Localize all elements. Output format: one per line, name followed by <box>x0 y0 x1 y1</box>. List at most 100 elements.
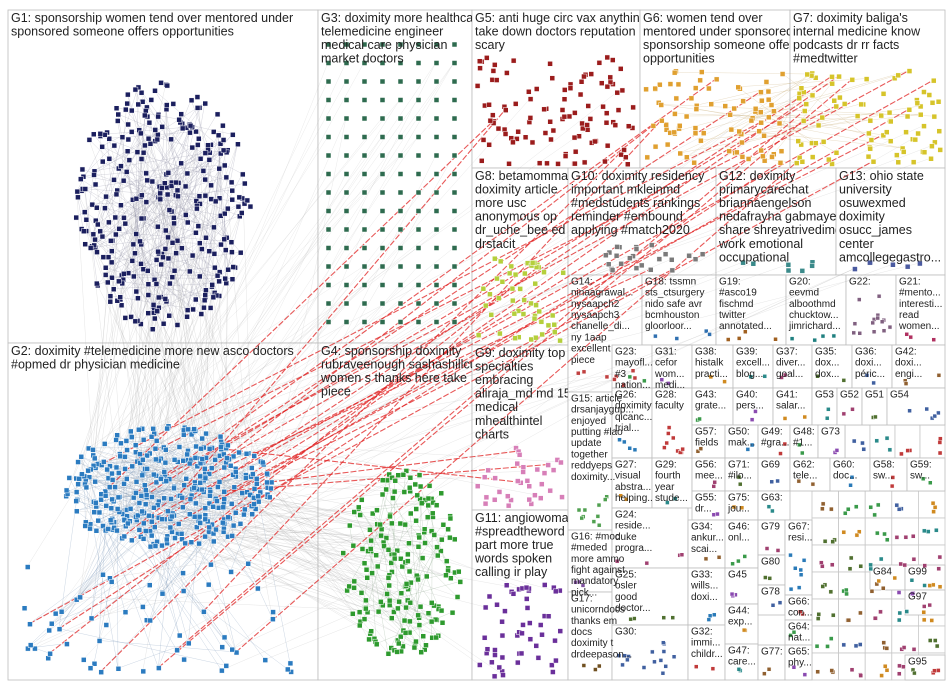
group-label: sw... <box>910 471 930 482</box>
group-label: G60: <box>833 459 855 470</box>
edge <box>80 456 119 669</box>
node <box>492 647 498 653</box>
edge <box>75 477 205 537</box>
node <box>671 654 677 660</box>
edge <box>117 120 153 307</box>
group-label: doximity article <box>475 182 558 196</box>
node <box>742 554 747 559</box>
node <box>76 476 82 482</box>
node <box>95 221 101 228</box>
node <box>73 489 80 495</box>
node <box>401 489 408 495</box>
group-label: blog... <box>736 369 763 380</box>
node <box>492 475 498 481</box>
node <box>809 154 816 160</box>
node <box>497 258 504 265</box>
node <box>158 80 164 86</box>
node <box>357 622 363 629</box>
node <box>182 183 189 190</box>
node <box>343 134 350 140</box>
node <box>423 642 429 648</box>
node <box>136 527 143 533</box>
node <box>174 647 180 654</box>
node <box>496 664 503 671</box>
node <box>165 508 171 514</box>
node <box>147 141 154 147</box>
node <box>225 514 231 521</box>
node <box>363 605 369 612</box>
node <box>800 450 805 456</box>
node <box>199 456 206 462</box>
node <box>193 296 199 303</box>
node <box>196 513 203 520</box>
node <box>700 130 707 136</box>
node <box>146 582 153 588</box>
edge <box>88 476 404 492</box>
node <box>91 131 97 138</box>
node <box>123 169 130 175</box>
node <box>765 88 772 95</box>
group-label: mhealthintel <box>475 414 542 428</box>
group-label: annotated... <box>719 321 772 332</box>
node <box>366 636 372 643</box>
node <box>829 74 835 80</box>
node <box>561 113 568 120</box>
node <box>775 478 780 484</box>
node <box>121 517 128 523</box>
node <box>846 617 852 623</box>
edge <box>96 251 187 430</box>
node <box>858 610 863 616</box>
group-label-clip: G39:excell...blog... <box>736 346 770 379</box>
edge <box>154 90 224 151</box>
node <box>633 246 640 252</box>
edge <box>212 499 425 534</box>
node <box>447 534 453 541</box>
edge <box>87 470 126 612</box>
node <box>196 135 202 142</box>
node <box>182 540 188 547</box>
node <box>894 152 900 158</box>
node <box>708 374 714 380</box>
node <box>112 214 119 221</box>
group-label: enjoyed <box>571 416 606 427</box>
node <box>209 282 215 288</box>
node <box>481 474 488 480</box>
node <box>129 434 135 440</box>
node <box>789 336 795 341</box>
node <box>871 380 876 386</box>
node <box>627 445 632 451</box>
node <box>218 241 224 248</box>
node <box>766 667 772 672</box>
node <box>415 263 422 270</box>
node <box>153 281 160 287</box>
node <box>620 662 625 668</box>
node <box>383 535 390 541</box>
node <box>325 78 332 85</box>
group-label: work emotional <box>718 237 803 251</box>
edge <box>75 477 177 650</box>
node <box>244 197 251 204</box>
node <box>748 117 755 124</box>
node <box>133 195 140 202</box>
node <box>553 588 559 595</box>
node <box>665 500 670 505</box>
node <box>157 196 164 203</box>
edge <box>353 580 425 650</box>
node <box>603 497 608 502</box>
node <box>228 501 235 507</box>
edge <box>108 143 221 487</box>
node <box>927 602 932 608</box>
node <box>934 643 940 649</box>
node <box>820 139 827 145</box>
node <box>98 669 104 675</box>
node <box>217 150 224 157</box>
node <box>216 195 223 201</box>
node <box>727 112 733 118</box>
group-box <box>838 625 866 654</box>
node <box>625 161 631 168</box>
node <box>88 615 95 622</box>
group-label-clip: G13: ohio stateuniversityosuwexmeddoximi… <box>839 169 941 265</box>
group-label: doxi... <box>691 592 718 603</box>
